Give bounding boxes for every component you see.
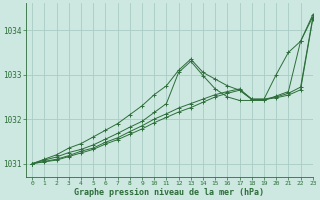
- X-axis label: Graphe pression niveau de la mer (hPa): Graphe pression niveau de la mer (hPa): [75, 188, 264, 197]
